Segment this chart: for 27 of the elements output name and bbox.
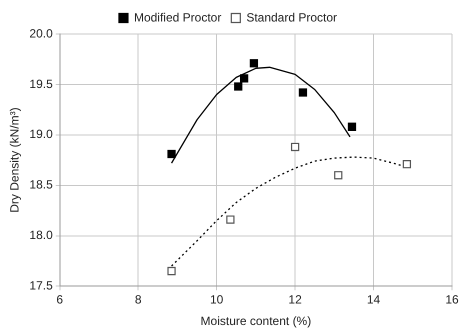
point bbox=[167, 150, 176, 158]
y-axis-title: Dry Density (kN/m³) bbox=[8, 107, 22, 213]
x-tick-label: 6 bbox=[56, 292, 64, 307]
x-tick-label: 14 bbox=[366, 292, 381, 307]
point bbox=[348, 122, 356, 131]
legend-label: Modified Proctor bbox=[134, 10, 222, 24]
point bbox=[240, 74, 248, 83]
point bbox=[298, 88, 308, 97]
y-tick-label: 20.0 bbox=[29, 26, 54, 40]
x-axis-title: Moisture content (%) bbox=[200, 314, 312, 328]
point bbox=[290, 142, 300, 152]
x-tick-label: 16 bbox=[445, 292, 459, 307]
point bbox=[167, 266, 176, 276]
y-tick-label: 17.5 bbox=[29, 278, 54, 293]
y-tick-label: 19.0 bbox=[29, 127, 54, 142]
x-tick-label: 10 bbox=[210, 292, 224, 307]
legend-label: Standard Proctor bbox=[246, 10, 338, 24]
point bbox=[234, 82, 242, 91]
x-tick-label: 12 bbox=[288, 292, 302, 307]
point bbox=[226, 215, 235, 224]
x-tick-label: 8 bbox=[134, 292, 142, 307]
point bbox=[334, 171, 342, 180]
y-tick-label: 19.5 bbox=[29, 76, 54, 91]
point bbox=[402, 160, 412, 168]
y-tick-label: 18.0 bbox=[29, 228, 54, 242]
point bbox=[250, 59, 258, 68]
y-tick-label: 18.5 bbox=[29, 178, 54, 192]
